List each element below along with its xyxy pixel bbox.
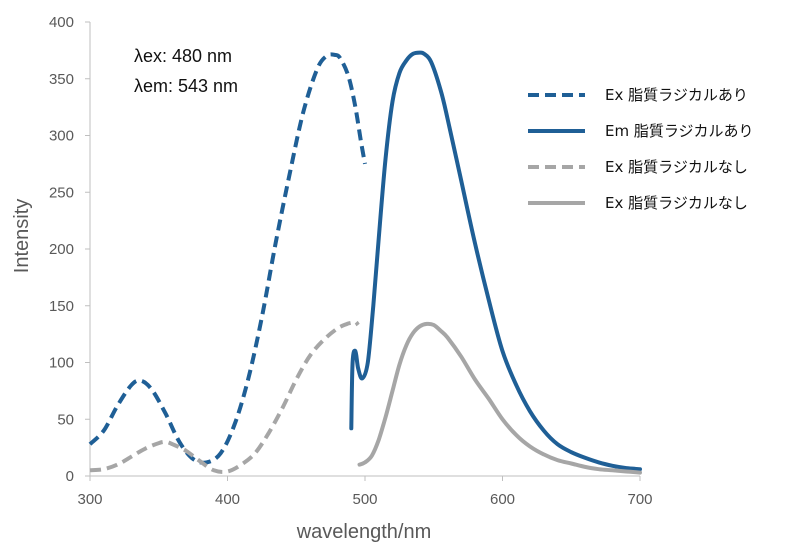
x-tick-label: 700 [627, 491, 652, 508]
y-tick-label: 100 [49, 355, 74, 372]
legend-label-emission-without-radical: Ex 脂質ラジカルなし [605, 194, 748, 212]
y-tick-label: 150 [49, 298, 74, 315]
series-layer [88, 50, 642, 475]
legend-label-excitation-without-radical: Ex 脂質ラジカルなし [605, 158, 748, 176]
tick-labels: 0 50 100 150 200 250 300 350 400 300 400 500 600 700 [49, 14, 653, 508]
annotation-emission: λem: 543 nm [134, 76, 238, 96]
x-tick-label: 500 [352, 491, 377, 508]
y-tick-label: 50 [57, 411, 74, 428]
y-tick-label: 300 [49, 128, 74, 145]
series-line-emission-without-radical [357, 321, 642, 475]
series-line-excitation-without-radical [89, 319, 360, 474]
x-tick-label: 300 [77, 491, 102, 508]
x-tick-label: 600 [490, 491, 515, 508]
series-line-emission-with-radical [349, 50, 642, 472]
plot-axes [85, 21, 641, 481]
y-axis-title: Intensity [11, 199, 33, 273]
legend-label-emission-with-radical: Em 脂質ラジカルあり [605, 122, 754, 140]
legend: Ex 脂質ラジカルあり Em 脂質ラジカルあり Ex 脂質ラジカルなし Ex 脂質ラジ… [528, 86, 754, 212]
y-tick-label: 400 [49, 14, 74, 31]
y-tick-label: 350 [49, 71, 74, 88]
series-line-excitation-with-radical [88, 52, 367, 465]
legend-label-excitation-with-radical: Ex 脂質ラジカルあり [605, 86, 748, 104]
x-axis-title: wavelength/nm [296, 521, 432, 543]
y-tick-label: 250 [49, 184, 74, 201]
y-tick-label: 0 [66, 468, 74, 485]
x-tick-label: 400 [215, 491, 240, 508]
annotation-excitation: λex: 480 nm [134, 46, 232, 66]
y-tick-label: 200 [49, 241, 74, 258]
